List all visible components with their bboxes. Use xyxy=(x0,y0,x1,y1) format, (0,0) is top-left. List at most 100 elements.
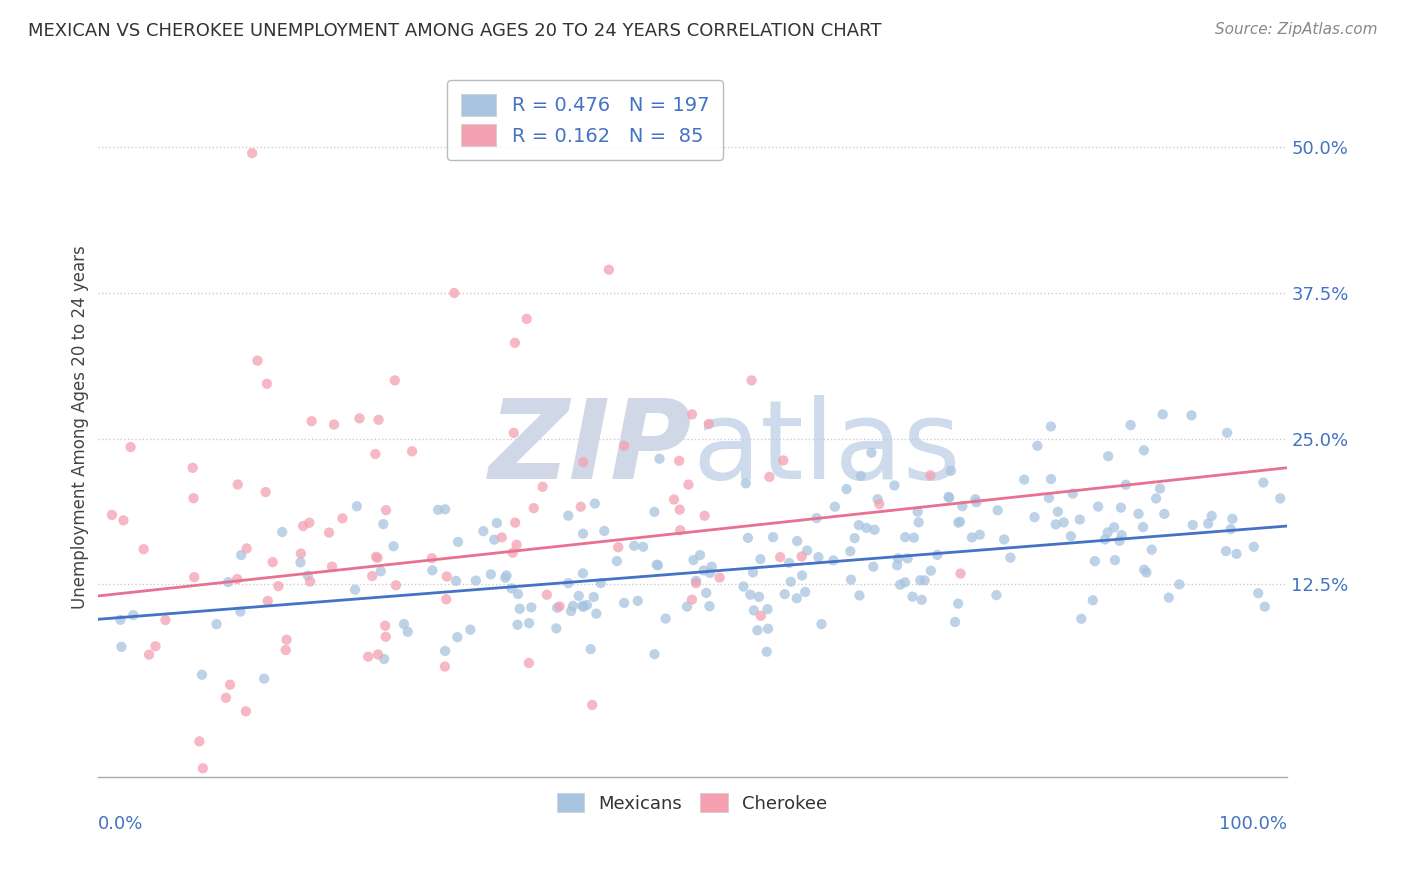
Point xyxy=(396,624,419,639)
Point xyxy=(950,499,973,513)
Text: ZIP: ZIP xyxy=(488,394,692,501)
Point xyxy=(501,582,523,596)
Point xyxy=(678,477,700,491)
Point xyxy=(737,531,759,545)
Point xyxy=(191,667,214,681)
Point xyxy=(384,373,406,387)
Point xyxy=(993,533,1015,547)
Point xyxy=(1111,528,1133,542)
Point xyxy=(1094,533,1116,547)
Point xyxy=(560,604,582,618)
Point xyxy=(748,590,770,604)
Point xyxy=(631,540,654,554)
Point xyxy=(509,601,531,615)
Point xyxy=(903,531,925,545)
Point xyxy=(505,538,527,552)
Point xyxy=(120,440,142,454)
Point xyxy=(434,592,457,607)
Point xyxy=(839,573,862,587)
Point xyxy=(464,574,486,588)
Point xyxy=(681,408,703,422)
Point xyxy=(382,539,405,553)
Point xyxy=(1045,517,1067,532)
Point xyxy=(1109,500,1132,515)
Point xyxy=(824,500,846,514)
Point xyxy=(226,572,249,586)
Point xyxy=(779,574,801,589)
Point xyxy=(894,530,917,544)
Point xyxy=(506,617,529,632)
Point xyxy=(392,617,415,632)
Point xyxy=(546,600,568,615)
Text: MEXICAN VS CHEROKEE UNEMPLOYMENT AMONG AGES 20 TO 24 YEARS CORRELATION CHART: MEXICAN VS CHEROKEE UNEMPLOYMENT AMONG A… xyxy=(28,22,882,40)
Point xyxy=(370,564,392,578)
Point xyxy=(446,630,468,644)
Point xyxy=(697,417,720,431)
Point xyxy=(299,574,322,589)
Point xyxy=(246,353,269,368)
Point xyxy=(709,570,731,584)
Point xyxy=(794,585,817,599)
Point xyxy=(1181,517,1204,532)
Point xyxy=(1222,512,1244,526)
Point xyxy=(755,645,778,659)
Point xyxy=(598,262,620,277)
Legend: Mexicans, Cherokee: Mexicans, Cherokee xyxy=(550,786,834,820)
Point xyxy=(531,480,554,494)
Point xyxy=(1225,547,1247,561)
Point xyxy=(479,567,502,582)
Point xyxy=(155,613,177,627)
Point xyxy=(897,551,920,566)
Point xyxy=(699,566,721,580)
Point xyxy=(112,513,135,527)
Point xyxy=(374,619,396,633)
Point xyxy=(644,647,666,661)
Point xyxy=(681,592,703,607)
Point xyxy=(217,575,239,590)
Point xyxy=(685,576,707,591)
Point xyxy=(434,502,457,516)
Point xyxy=(572,566,595,581)
Point xyxy=(1168,577,1191,591)
Point xyxy=(920,468,942,483)
Point xyxy=(375,503,398,517)
Point xyxy=(215,690,238,705)
Point xyxy=(668,502,690,516)
Point xyxy=(627,594,650,608)
Point xyxy=(226,477,249,491)
Point xyxy=(1132,520,1154,534)
Point xyxy=(1012,473,1035,487)
Point xyxy=(613,596,636,610)
Point xyxy=(569,500,592,514)
Point xyxy=(589,576,612,591)
Point xyxy=(749,608,772,623)
Point xyxy=(536,588,558,602)
Point xyxy=(1133,443,1156,458)
Point xyxy=(1115,477,1137,491)
Point xyxy=(427,503,450,517)
Point xyxy=(1270,491,1292,506)
Point xyxy=(969,527,991,541)
Point xyxy=(938,490,960,504)
Point xyxy=(773,587,796,601)
Point xyxy=(571,599,593,613)
Point xyxy=(460,623,482,637)
Point xyxy=(593,524,616,538)
Point xyxy=(349,411,371,425)
Point xyxy=(695,586,717,600)
Point xyxy=(256,594,278,608)
Point xyxy=(946,597,969,611)
Point xyxy=(848,518,870,533)
Point xyxy=(862,559,884,574)
Point xyxy=(907,505,929,519)
Point xyxy=(374,630,396,644)
Point xyxy=(485,516,508,530)
Point xyxy=(1060,529,1083,543)
Point xyxy=(444,574,467,588)
Point xyxy=(276,632,298,647)
Point xyxy=(1128,507,1150,521)
Point xyxy=(420,551,443,566)
Point xyxy=(741,373,763,387)
Point xyxy=(901,590,924,604)
Point xyxy=(740,588,762,602)
